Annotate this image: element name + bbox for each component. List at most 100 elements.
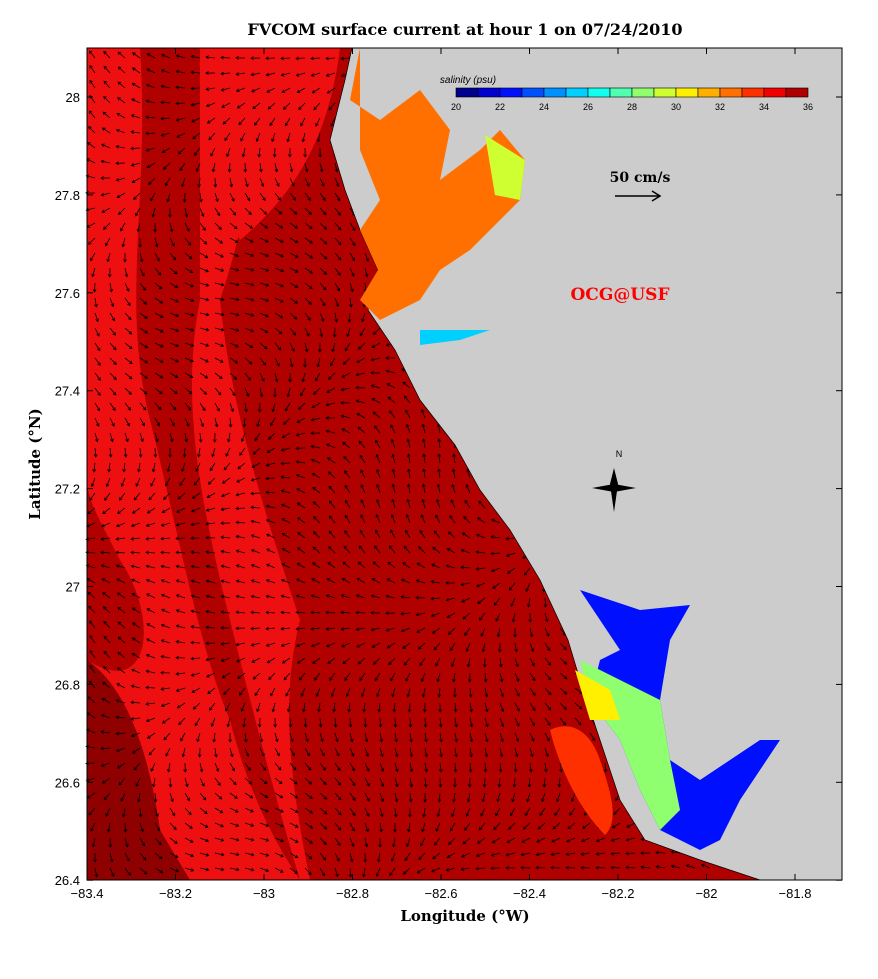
current-arrow xyxy=(512,777,517,788)
current-arrow xyxy=(341,578,351,584)
current-arrow xyxy=(133,762,141,771)
current-arrow xyxy=(257,147,262,158)
current-arrow xyxy=(550,852,561,857)
current-arrow xyxy=(259,867,270,873)
current-arrow xyxy=(94,297,98,308)
current-arrow xyxy=(360,499,366,509)
current-arrow xyxy=(184,417,190,427)
current-arrow xyxy=(94,357,101,366)
current-arrow xyxy=(214,417,219,428)
y-tick-label: 27.4 xyxy=(55,384,80,399)
current-arrow xyxy=(138,447,143,458)
current-arrow xyxy=(272,147,277,158)
current-arrow xyxy=(139,822,144,833)
current-arrow xyxy=(124,387,132,395)
current-arrow xyxy=(259,192,266,201)
current-arrow xyxy=(150,762,156,772)
current-arrow xyxy=(151,462,156,473)
current-arrow xyxy=(349,282,354,293)
current-arrow xyxy=(117,621,126,629)
current-arrow xyxy=(461,852,471,858)
current-arrow xyxy=(490,567,501,573)
current-arrow xyxy=(527,777,532,788)
current-arrow xyxy=(390,529,396,539)
current-arrow xyxy=(117,51,126,59)
current-arrow xyxy=(109,402,116,412)
current-arrow xyxy=(281,518,291,524)
current-arrow xyxy=(165,747,171,757)
current-arrow xyxy=(466,792,471,803)
current-arrow xyxy=(375,529,381,539)
current-arrow xyxy=(284,117,291,127)
current-arrow xyxy=(550,865,561,870)
current-arrow xyxy=(360,469,366,479)
current-arrow xyxy=(223,687,231,695)
current-arrow xyxy=(103,65,111,74)
current-arrow xyxy=(212,732,217,743)
current-arrow xyxy=(179,477,186,487)
current-arrow xyxy=(334,777,342,786)
current-arrow xyxy=(358,545,366,554)
current-arrow xyxy=(89,620,96,629)
current-arrow xyxy=(208,132,216,141)
current-arrow xyxy=(274,207,283,215)
current-arrow xyxy=(154,327,164,333)
current-arrow xyxy=(235,549,246,554)
current-arrow xyxy=(175,536,186,541)
current-arrow xyxy=(85,550,96,555)
current-arrow xyxy=(330,117,336,127)
current-arrow xyxy=(355,610,366,615)
current-arrow xyxy=(375,514,381,524)
current-arrow xyxy=(280,610,291,615)
current-arrow xyxy=(334,297,340,308)
current-arrow xyxy=(490,852,501,857)
current-arrow xyxy=(195,462,201,472)
x-tick-label: −81.8 xyxy=(779,886,812,901)
current-arrow xyxy=(220,87,231,92)
current-arrow xyxy=(334,237,342,246)
current-arrow xyxy=(86,712,96,719)
current-arrow xyxy=(205,71,216,75)
current-arrow xyxy=(375,439,381,449)
current-arrow xyxy=(175,550,186,555)
current-arrow xyxy=(175,639,186,644)
current-arrow xyxy=(349,237,356,247)
current-arrow xyxy=(432,627,441,634)
current-arrow xyxy=(409,762,414,773)
current-arrow xyxy=(169,837,178,844)
current-arrow xyxy=(254,117,261,126)
current-arrow xyxy=(312,531,321,539)
current-arrow xyxy=(371,398,381,404)
current-arrow xyxy=(640,865,651,870)
current-arrow xyxy=(154,837,162,846)
colorbar-tick-label: 26 xyxy=(583,102,593,112)
current-arrow xyxy=(438,717,443,728)
current-arrow xyxy=(364,807,370,817)
current-arrow xyxy=(344,499,351,509)
current-arrow xyxy=(446,852,456,859)
current-arrow xyxy=(244,792,254,799)
current-arrow xyxy=(210,717,216,728)
current-arrow xyxy=(220,625,231,630)
current-arrow xyxy=(379,777,385,788)
current-arrow xyxy=(402,381,411,389)
current-arrow xyxy=(386,383,396,389)
current-arrow xyxy=(229,222,238,230)
current-arrow xyxy=(259,387,264,398)
current-arrow xyxy=(244,177,249,188)
current-arrow xyxy=(206,117,216,124)
current-arrow xyxy=(160,522,171,527)
current-arrow xyxy=(85,777,96,782)
current-arrow xyxy=(454,747,458,758)
current-arrow xyxy=(175,671,186,676)
current-arrow xyxy=(94,387,101,396)
current-arrow xyxy=(265,594,276,599)
current-arrow xyxy=(393,717,398,728)
current-arrow xyxy=(318,717,323,728)
current-arrow xyxy=(421,423,426,434)
current-arrow xyxy=(436,807,441,818)
current-arrow xyxy=(117,507,126,514)
current-arrow xyxy=(438,762,443,773)
current-arrow xyxy=(235,534,246,539)
current-arrow xyxy=(259,282,270,287)
